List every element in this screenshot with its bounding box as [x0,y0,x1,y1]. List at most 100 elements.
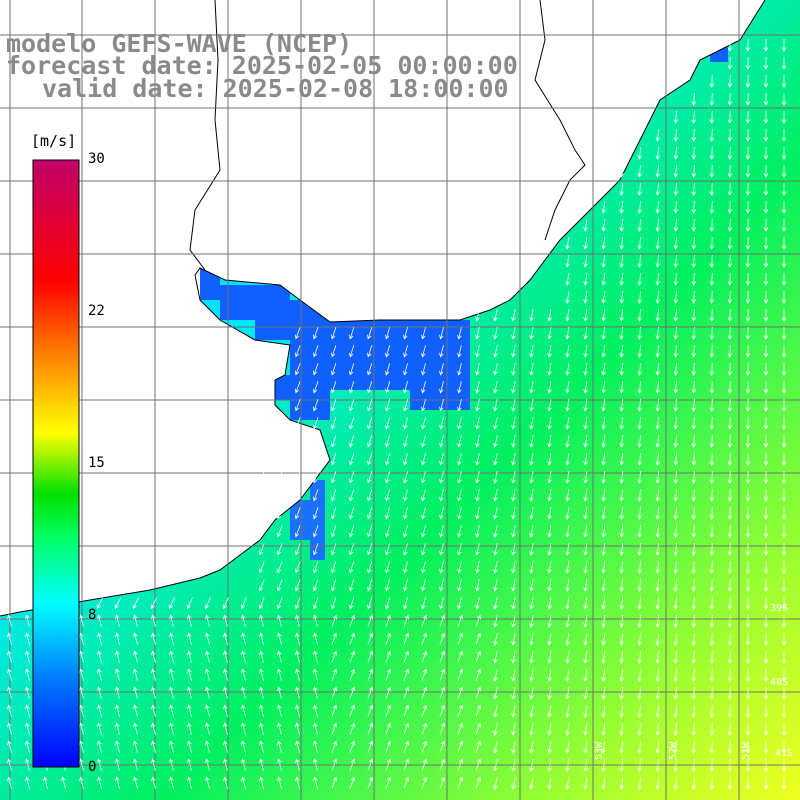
wind-arrow [727,92,733,106]
wind-arrow [277,740,282,753]
wind-arrow [169,614,174,627]
wind-arrow [7,704,12,717]
wind-arrow [79,686,84,699]
wind-arrow [241,776,246,789]
wind-arrow [457,363,462,376]
wind-arrow [295,686,300,699]
wind-arrow [583,291,588,304]
wind-arrow [745,524,751,538]
wind-arrow [565,489,570,502]
wind-arrow [547,651,552,664]
wind-arrow [691,164,697,178]
wind-arrow [763,704,769,718]
wind-arrow [709,650,715,664]
wind-arrow [691,470,697,484]
wind-arrow [421,597,426,610]
wind-arrow [547,417,552,430]
wind-arrow [745,578,751,592]
wind-arrow [745,632,751,646]
wind-arrow [547,633,552,646]
wind-arrow [277,614,282,627]
wind-arrow [132,597,140,610]
wind-arrow [403,632,410,645]
wind-arrow [583,651,588,664]
wind-arrow [385,399,391,412]
wind-arrow [25,668,30,681]
wind-arrow [583,687,588,700]
wind-arrow [403,435,408,448]
wind-arrow [115,704,120,717]
wind-arrow [619,362,624,376]
wind-arrow [547,615,552,628]
wind-arrow [151,740,156,753]
wind-arrow [475,668,482,681]
wind-arrow [601,219,606,232]
wind-arrow [475,632,482,645]
wind-arrow [475,758,482,771]
wind-arrow [763,308,769,322]
wind-arrow [637,164,642,178]
wind-arrow [511,471,516,484]
wind-arrow [475,507,480,520]
wind-arrow [601,489,606,502]
wind-arrow [601,669,606,682]
wind-arrow [709,74,715,88]
wind-arrow [367,345,373,358]
wind-arrow [745,686,751,700]
wind-arrow [25,722,30,735]
wind-arrow [565,399,570,412]
colorbar-tick-label: 8 [88,607,97,623]
wind-arrow [493,723,498,736]
wind-arrow [421,327,426,340]
wind-arrow [601,327,606,340]
wind-arrow [294,399,301,412]
wind-arrow [547,687,552,700]
wind-arrow [457,453,462,466]
wind-arrow [583,561,588,574]
wind-arrow [547,723,552,736]
wind-arrow [781,183,787,196]
wind-arrow [151,614,156,627]
wind-arrow [511,417,516,430]
land [0,0,765,616]
wind-arrow [133,722,138,735]
wind-arrow [637,542,642,556]
wind-arrow [241,722,246,735]
wind-arrow [619,470,624,484]
wind-arrow [97,722,102,735]
wind-arrow [583,777,588,790]
wind-arrow [331,597,337,610]
wind-arrow [277,722,282,735]
wind-arrow [547,579,552,592]
wind-arrow [331,363,337,376]
wind-arrow [547,453,552,466]
wind-arrow [511,327,516,340]
wind-arrow [258,471,265,484]
wind-arrow [781,57,787,70]
wind-arrow [115,722,120,735]
wind-arrow [97,776,102,789]
wind-arrow [258,579,265,592]
wind-arrow [457,686,464,699]
wind-arrow [493,345,498,358]
wind-arrow [655,398,661,412]
wind-arrow [367,453,373,466]
wind-arrow [385,327,391,340]
wind-arrow [709,308,715,322]
wind-arrow [583,417,588,430]
wind-arrow [583,705,588,718]
wind-arrow [133,632,138,645]
wind-arrow [457,758,464,771]
wind-arrow [421,740,428,753]
wind-arrow [529,417,534,430]
wind-arrow [259,758,264,771]
wind-arrow [403,758,410,771]
wind-arrow [727,254,733,268]
wind-arrow [763,560,769,574]
wind-arrow [276,543,283,556]
wind-arrow [294,543,301,556]
wind-arrow [655,164,661,178]
wind-arrow [691,218,697,232]
wind-arrow [313,363,319,376]
wind-arrow [637,452,642,466]
